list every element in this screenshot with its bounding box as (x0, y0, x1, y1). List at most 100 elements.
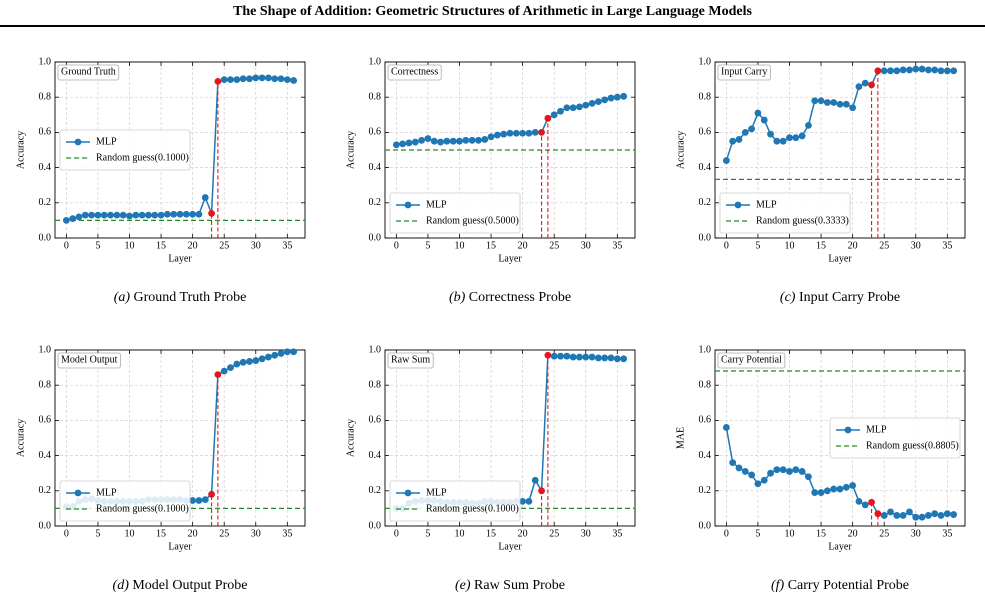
x-tick-label: 20 (848, 528, 858, 539)
data-point (786, 134, 793, 142)
data-point (601, 96, 609, 104)
data-point (119, 211, 127, 219)
data-point (443, 137, 451, 145)
x-tick-label: 15 (816, 528, 826, 539)
x-tick-label: 10 (124, 240, 134, 251)
data-point (576, 103, 583, 111)
y-tick-label: 0.0 (39, 520, 52, 531)
data-point (563, 352, 571, 360)
y-tick-label: 0.6 (699, 127, 712, 138)
x-axis-label: Layer (498, 541, 522, 552)
data-point (741, 468, 749, 475)
x-tick-label: 5 (95, 240, 100, 251)
data-point (937, 67, 945, 75)
data-point (531, 129, 539, 136)
data-point (874, 510, 882, 518)
y-tick-label: 0.4 (369, 450, 382, 461)
data-point (842, 100, 850, 108)
x-tick-label: 5 (755, 240, 760, 251)
x-tick-label: 0 (64, 240, 69, 251)
page-title: The Shape of Addition: Geometric Structu… (233, 4, 752, 19)
data-point (290, 77, 298, 84)
annotation-box (387, 64, 442, 81)
y-tick-label: 0.6 (699, 415, 712, 426)
data-point (258, 355, 266, 363)
data-point (418, 136, 426, 144)
y-tick-label: 1.0 (369, 56, 382, 67)
data-point (392, 141, 400, 149)
x-tick-label: 10 (454, 240, 464, 251)
data-point (950, 511, 958, 518)
y-tick-label: 0.4 (369, 162, 382, 173)
y-tick-label: 0.2 (39, 197, 52, 208)
x-tick-label: 25 (879, 240, 889, 251)
data-point (430, 137, 438, 145)
data-point (246, 75, 253, 83)
x-tick-label: 0 (724, 240, 729, 251)
data-point (189, 497, 197, 504)
data-point (912, 513, 920, 521)
panel: 0 5 10 15 20 25 30 35 0.0 0.2 0.4 0.6 0.8 1.0 Ground T… (15, 56, 306, 305)
data-point (531, 476, 539, 484)
data-point (411, 138, 419, 146)
data-point (741, 129, 749, 136)
plot-frame (714, 61, 966, 239)
data-point (773, 466, 781, 474)
caption-text: Ground Truth Probe (134, 290, 247, 305)
data-point (475, 136, 482, 144)
data-point (899, 66, 907, 74)
y-tick-label: 1.0 (699, 344, 712, 355)
plot-frame (384, 349, 636, 527)
y-tick-label: 0.0 (39, 232, 52, 243)
y-tick-label: 0.8 (699, 91, 712, 102)
data-point (735, 464, 743, 472)
data-point (823, 487, 831, 495)
legend-swatch (404, 201, 412, 209)
data-point (899, 512, 907, 519)
data-point (855, 83, 863, 91)
legend-label: MLP (756, 199, 777, 210)
data-point (588, 99, 596, 107)
data-point (239, 75, 247, 83)
caption-tag: (c) (780, 290, 796, 305)
panel: 0 5 10 15 20 25 30 35 0.0 0.2 0.4 0.6 0.8 1.0 Model Ou… (15, 344, 306, 593)
data-point (924, 66, 932, 74)
data-point (557, 107, 564, 115)
legend-swatch (74, 489, 82, 497)
y-tick-label: 1.0 (39, 344, 52, 355)
data-point (201, 194, 209, 201)
legend-label: Random guess(0.1000) (96, 503, 189, 514)
x-tick-label: 5 (755, 528, 760, 539)
data-point (817, 97, 825, 105)
x-tick-label: 35 (612, 240, 622, 251)
data-point (880, 67, 888, 75)
y-tick-label: 0.8 (699, 379, 712, 390)
data-point (189, 210, 197, 218)
data-point (405, 139, 413, 147)
x-tick-label: 35 (942, 528, 952, 539)
data-point (924, 512, 932, 519)
data-point (500, 130, 508, 138)
data-point (258, 74, 266, 82)
data-point (468, 136, 476, 144)
caption-text: Carry Potential Probe (788, 578, 909, 593)
data-point (81, 211, 89, 219)
caption: (d) Model Output Probe (113, 578, 248, 593)
caption: (e) Raw Sum Probe (455, 578, 565, 593)
caption-text: Correctness Probe (469, 290, 571, 305)
x-tick-label: 35 (282, 240, 292, 251)
data-point (722, 424, 730, 431)
data-point (277, 350, 285, 357)
legend-swatch (74, 138, 82, 146)
annotation: Correctness (391, 66, 438, 77)
legend-box (59, 480, 191, 522)
data-point (132, 211, 140, 219)
data-point (252, 74, 260, 82)
caption-tag: (a) (114, 290, 131, 305)
data-point (550, 352, 558, 360)
data-point (283, 348, 291, 356)
data-point (214, 77, 222, 85)
data-point (943, 67, 951, 75)
y-tick-label: 0.2 (699, 197, 712, 208)
